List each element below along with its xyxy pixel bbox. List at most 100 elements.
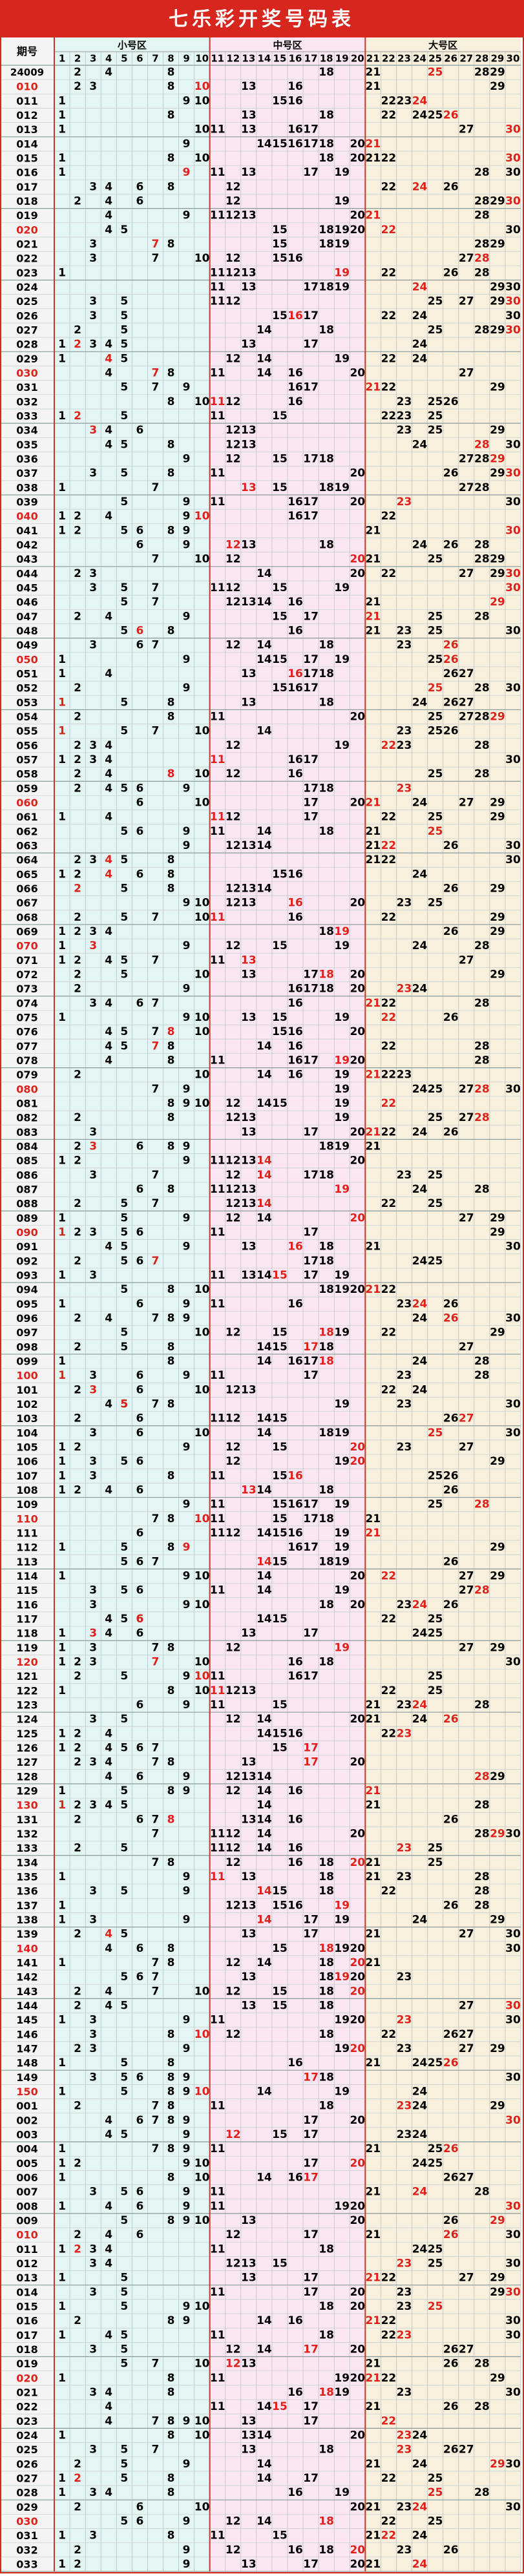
drawn-number: 26 [443,395,459,408]
drawn-number: 8 [167,883,175,895]
special-number: 13 [241,954,257,967]
special-number: 23 [397,2329,412,2341]
drawn-number: 6 [136,1140,143,1153]
drawn-number: 11 [210,1297,225,1310]
period: 113 [16,1556,37,1568]
special-number: 13 [241,1483,257,1496]
drawn-number: 11 [210,1412,225,1425]
period: 004 [16,2143,37,2155]
period: 027 [16,2472,37,2484]
drawn-number: 22 [381,1383,397,1396]
drawn-number: 3 [89,252,97,265]
drawn-number: 19 [334,581,350,594]
drawn-number: 25 [428,725,443,738]
drawn-number: 6 [136,539,143,552]
period: 130 [16,1799,37,1812]
drawn-number: 25 [428,424,443,437]
drawn-number: 8 [167,1756,175,1769]
drawn-number: 24 [412,797,428,810]
drawn-number: 1 [58,954,66,967]
drawn-number: 21 [366,2558,381,2571]
period: 150 [16,2086,37,2098]
drawn-number: 25 [428,1856,443,1869]
drawn-number: 18 [319,1870,334,1883]
drawn-number: 26 [443,180,459,193]
drawn-number: 7 [152,1827,160,1840]
period: 127 [16,1756,37,1768]
drawn-number: 25 [428,768,443,780]
drawn-number: 12 [225,1326,241,1339]
drawn-number: 15 [272,252,288,265]
drawn-number: 13 [241,438,257,451]
special-number: 16 [288,1241,303,1253]
period: 064 [16,854,37,866]
period: 019 [16,2358,37,2370]
drawn-number: 1 [58,1913,66,1926]
drawn-number: 24 [412,2458,428,2471]
drawn-number: 27 [459,123,474,136]
drawn-number: 18 [319,453,334,466]
drawn-number: 23 [397,897,412,910]
drawn-number: 18 [319,1655,334,1668]
drawn-number: 15 [272,1441,288,1454]
drawn-number: 8 [167,1183,175,1196]
special-number: 4 [105,853,112,866]
drawn-number: 15 [272,1942,288,1955]
period: 115 [16,1584,37,1597]
drawn-number: 30 [505,2500,521,2513]
drawn-number: 13 [241,1999,257,2012]
drawn-number: 6 [136,1699,143,1712]
drawn-number: 27 [459,1641,474,1654]
drawn-number: 7 [152,1641,160,1654]
special-number: 2 [74,2472,81,2485]
drawn-number: 1 [58,524,66,537]
drawn-number: 20 [350,1713,365,1726]
drawn-number: 9 [183,2200,191,2213]
drawn-number: 6 [136,1555,143,1568]
drawn-number: 6 [136,797,143,810]
drawn-number: 24 [412,2243,428,2256]
special-number: 14 [257,1913,272,1926]
drawn-number: 23 [397,1971,412,1984]
column-number: 1 [59,53,65,65]
period: 112 [16,1542,37,1554]
drawn-number: 14 [257,1069,272,1082]
drawn-number: 3 [89,1641,97,1654]
period: 036 [16,453,37,465]
drawn-number: 20 [350,1827,365,1840]
period: 126 [16,1742,37,1754]
drawn-number: 28 [474,553,490,566]
drawn-number: 28 [474,1827,490,1840]
drawn-number: 12 [225,1383,241,1396]
drawn-number: 12 [225,897,241,910]
drawn-number: 2 [74,925,81,938]
drawn-number: 18 [319,1483,334,1496]
drawn-number: 15 [272,94,288,107]
drawn-number: 30 [505,166,521,179]
drawn-number: 9 [183,1670,191,1683]
drawn-number: 28 [474,2186,490,2199]
drawn-number: 14 [257,1040,272,1052]
drawn-number: 10 [194,2358,210,2371]
drawn-number: 5 [120,911,128,924]
drawn-number: 1 [58,2486,66,2499]
period: 034 [16,424,37,437]
column-number: 5 [121,53,127,65]
drawn-number: 1 [58,166,66,179]
special-number: 17 [303,1756,319,1769]
drawn-number: 2 [74,1226,81,1239]
drawn-number: 20 [350,1569,365,1582]
drawn-number: 22 [381,2472,397,2485]
period: 135 [16,1870,37,1883]
drawn-number: 12 [225,883,241,895]
period: 017 [16,2329,37,2341]
drawn-number: 29 [490,1541,505,1554]
drawn-number: 8 [167,1956,175,1969]
drawn-number: 3 [89,2042,97,2055]
drawn-number: 8 [167,2071,175,2084]
drawn-number: 17 [303,453,319,466]
drawn-number: 21 [366,524,381,537]
drawn-number: 17 [303,1928,319,1941]
drawn-number: 5 [120,2458,128,2471]
drawn-number: 28 [474,238,490,251]
